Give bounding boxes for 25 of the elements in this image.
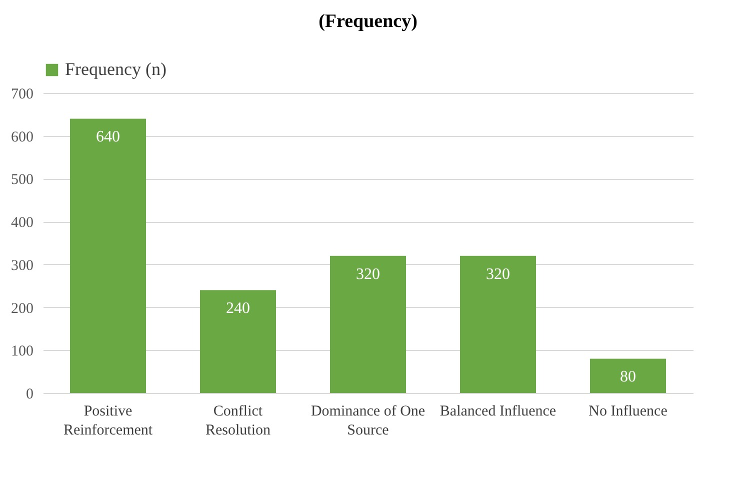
legend-label: Frequency (n) [65,59,166,79]
bar [330,256,406,393]
y-tick-label: 600 [11,129,34,146]
y-tick-label: 500 [11,172,34,188]
data-label: 320 [486,266,510,283]
y-tick-label: 0 [26,386,34,402]
y-tick-label: 400 [11,215,34,232]
x-tick-label: Positive Reinforcement [63,404,154,438]
data-label: 640 [96,128,120,146]
y-tick-label: 200 [11,300,34,317]
x-tick-label: Balanced Influence [440,404,556,420]
x-tick-label: Conflict Resolution [205,404,271,438]
bar [70,118,146,393]
bar [590,358,666,393]
chart-title: (Frequency) [318,11,418,32]
data-label: 80 [620,368,636,386]
x-tick-label: Dominance of One Source [310,404,426,438]
y-tick-label: 100 [11,344,34,360]
data-label: 320 [356,266,380,283]
data-label: 240 [226,300,250,318]
bar [200,290,276,393]
y-tick-label: 700 [11,86,34,102]
bar [460,256,536,393]
y-tick-label: 300 [11,258,34,274]
x-tick-label: No Influence [588,404,668,420]
